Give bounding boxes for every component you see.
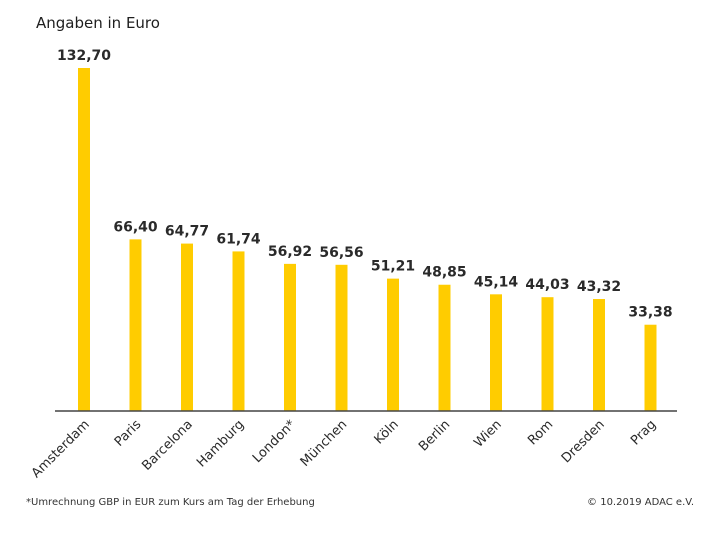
bar-rom: [541, 297, 554, 411]
value-labels-group: 132,70 66,40 64,77 61,74 56,92 56,56 51,21 48,8…: [57, 48, 673, 321]
category-label: Köln: [372, 417, 402, 447]
chart-subtitle: Angaben in Euro: [36, 14, 160, 32]
value-label: 45,14: [474, 274, 519, 290]
value-label: 132,70: [57, 48, 111, 64]
value-label: 66,40: [113, 219, 158, 235]
value-label: 43,32: [577, 279, 621, 295]
category-label: Rom: [525, 417, 556, 448]
bar-barcelona: [181, 243, 193, 411]
bar-berlin: [438, 284, 451, 411]
value-label: 56,56: [319, 245, 363, 261]
category-label: Dresden: [559, 417, 608, 466]
category-label: Barcelona: [139, 417, 195, 473]
bar-hamburg: [232, 251, 245, 411]
value-label: 44,03: [525, 277, 569, 293]
value-label: 48,85: [422, 265, 466, 281]
value-label: 61,74: [216, 231, 261, 247]
copyright: © 10.2019 ADAC e.V.: [587, 497, 694, 508]
value-label: 56,92: [268, 244, 312, 260]
footnote: *Umrechnung GBP in EUR zum Kurs am Tag d…: [26, 497, 315, 508]
category-label: Amsterdam: [29, 417, 93, 481]
category-label: London*: [250, 417, 299, 466]
category-label: Wien: [471, 417, 505, 451]
category-label: Hamburg: [194, 417, 247, 470]
value-label: 33,38: [628, 305, 672, 321]
category-label: Prag: [628, 417, 659, 448]
bar-wien: [490, 294, 502, 411]
bar-paris: [129, 239, 142, 411]
bar-prag: [644, 324, 657, 411]
bar-amsterdam: [78, 68, 90, 411]
bar-london: [284, 263, 296, 411]
bars-group: [78, 68, 657, 411]
bar-münchen: [335, 264, 348, 411]
category-label: München: [298, 417, 351, 470]
bar-köln: [387, 278, 399, 411]
category-label: Paris: [112, 417, 145, 450]
bar-dresden: [593, 299, 605, 411]
value-label: 64,77: [165, 224, 209, 240]
category-label: Berlin: [416, 417, 453, 454]
value-label: 51,21: [371, 259, 415, 275]
